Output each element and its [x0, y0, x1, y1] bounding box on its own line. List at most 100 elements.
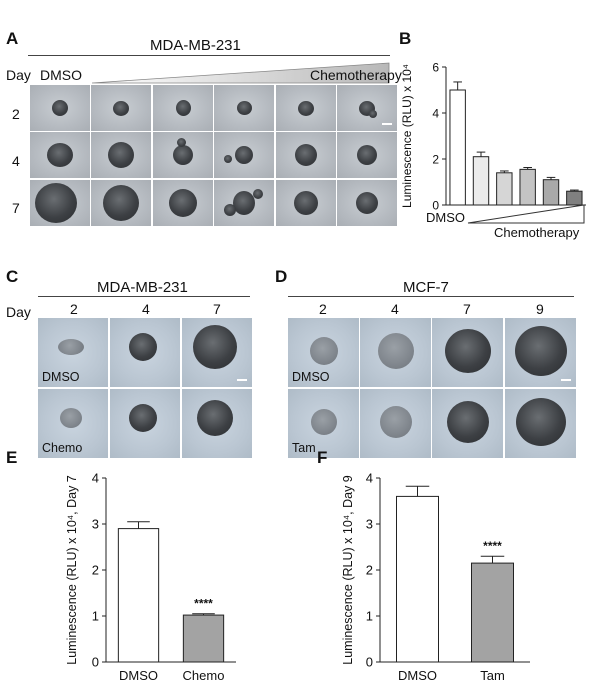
micrograph-tile [30, 85, 90, 131]
spheroid [224, 155, 232, 163]
y-tick-label: 4 [432, 107, 439, 121]
panel-letter-d: D [275, 267, 288, 286]
scale-bar [237, 379, 247, 381]
spheroid [47, 143, 73, 167]
panel-c-day-header: Day [6, 304, 31, 320]
micrograph-tile [153, 85, 213, 131]
spheroid [103, 185, 139, 221]
spheroid [294, 191, 318, 215]
spheroid [173, 145, 193, 165]
spheroid [58, 338, 84, 355]
micrograph-tile [214, 85, 274, 131]
micrograph-tile: DMSO [38, 318, 108, 387]
panel-c-day-2: 2 [70, 301, 78, 317]
spheroid [169, 189, 197, 217]
y-axis-label: Luminescence (RLU) x 10⁴, Day 9 [341, 475, 355, 665]
micrograph-tile [30, 132, 90, 178]
y-tick-label: 2 [92, 563, 99, 578]
panel-d-day-4: 4 [391, 301, 399, 317]
panel-letter-b: B [399, 29, 412, 48]
micrograph-tile [432, 389, 503, 458]
spheroid [514, 325, 567, 376]
micrograph-tile: Tam [288, 389, 359, 458]
spheroid [224, 204, 236, 216]
micrograph-tile [214, 180, 274, 226]
row-label: Chemo [42, 441, 83, 455]
bar [182, 614, 225, 663]
row-label: DMSO [292, 370, 330, 384]
spheroid [253, 189, 263, 199]
spheroid [60, 407, 82, 428]
y-axis-label: Luminescence (RLU) x 10⁴, Day 7 [65, 475, 79, 665]
y-tick-label: 2 [366, 563, 373, 578]
micrograph-tile [505, 318, 576, 387]
bar [472, 156, 490, 206]
y-tick-label: 0 [92, 655, 99, 670]
panel-letter-e: E [6, 448, 18, 467]
panel-e-bar-chart: 0 1 2 3 4 Luminescence (RLU) x 10⁴, Day 7 DMSO… [65, 471, 236, 683]
micrograph-tile [214, 132, 274, 178]
significance-marker: **** [483, 539, 502, 553]
micrograph-tile [110, 318, 180, 387]
micrograph-tile: DMSO [288, 318, 359, 387]
spheroid [356, 192, 378, 214]
panel-a-day-2: 2 [12, 106, 20, 122]
micrograph-tile [276, 85, 336, 131]
micrograph-tile [432, 318, 503, 387]
spheroid [175, 100, 191, 116]
panel-d-title: MCF-7 [403, 279, 449, 296]
row-label: Tam [292, 441, 316, 455]
chemotherapy-wedge [467, 204, 585, 224]
bar [471, 562, 514, 663]
significance-marker: **** [194, 597, 213, 611]
bar [566, 190, 583, 206]
y-tick-label: 0 [366, 655, 373, 670]
panel-a-dmso-label: DMSO [40, 67, 82, 83]
panel-c-day-7: 7 [213, 301, 221, 317]
spheroid [295, 144, 317, 166]
x-tick-label: DMSO [119, 668, 158, 683]
spheroid [108, 142, 134, 168]
panel-a-chemo-label: Chemotherapy [310, 67, 402, 83]
spheroid [129, 403, 157, 432]
panel-a-title: MDA-MB-231 [150, 37, 241, 54]
y-tick-label: 4 [366, 471, 373, 486]
panel-a-day-4: 4 [12, 153, 20, 169]
y-tick-label: 2 [432, 153, 439, 167]
micrograph-tile [337, 132, 397, 178]
y-tick-label: 0 [432, 199, 439, 213]
bar [396, 495, 439, 663]
micrograph-tile [91, 180, 151, 226]
x-chemo-label: Chemotherapy [494, 225, 580, 240]
bar [542, 179, 560, 206]
micrograph-tile [276, 132, 336, 178]
spheroid [233, 191, 255, 215]
panel-c-title-rule [38, 296, 250, 297]
micrograph-tile: Chemo [38, 389, 108, 458]
spheroid [298, 100, 314, 116]
micrograph-tile [337, 180, 397, 226]
panel-letter-f: F [317, 448, 328, 467]
panel-letter-a: A [6, 29, 19, 48]
micrograph-tile [110, 389, 180, 458]
spheroid [113, 100, 129, 116]
panel-b-bar-chart: 0 2 4 6 Luminescence (RLU) x 10⁴ DMSO Chemothe… [400, 61, 586, 240]
bar [496, 172, 513, 206]
scale-bar [561, 379, 571, 381]
micrograph-tile [182, 318, 252, 387]
y-tick-label: 1 [92, 609, 99, 624]
spheroid [446, 400, 489, 443]
x-dmso-label: DMSO [426, 210, 465, 225]
spheroid [310, 408, 337, 435]
spheroid [379, 405, 412, 438]
spheroid [369, 110, 377, 118]
y-axis-label: Luminescence (RLU) x 10⁴ [400, 64, 414, 208]
micrograph-tile [153, 180, 213, 226]
panel-d-day-2: 2 [319, 301, 327, 317]
panel-f-bar-chart: 0 1 2 3 4 Luminescence (RLU) x 10⁴, Day 9 DMSO… [341, 471, 530, 683]
panel-d-title-rule [288, 296, 574, 297]
micrograph-tile [30, 180, 90, 226]
panel-a-title-rule [28, 55, 390, 56]
y-tick-label: 3 [366, 517, 373, 532]
micrograph-tile [360, 389, 431, 458]
